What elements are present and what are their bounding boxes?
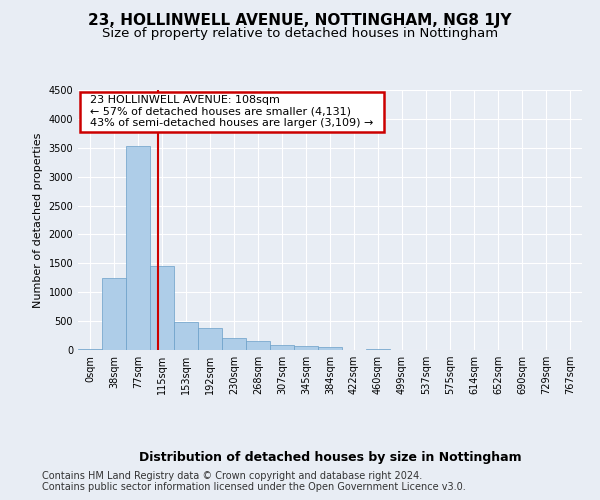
Bar: [126, 146, 150, 350]
Bar: [270, 344, 294, 350]
Bar: [246, 342, 270, 350]
Bar: [198, 328, 222, 350]
Text: Distribution of detached houses by size in Nottingham: Distribution of detached houses by size …: [139, 451, 521, 464]
Bar: [222, 338, 246, 350]
Text: 23, HOLLINWELL AVENUE, NOTTINGHAM, NG8 1JY: 23, HOLLINWELL AVENUE, NOTTINGHAM, NG8 1…: [88, 12, 512, 28]
Y-axis label: Number of detached properties: Number of detached properties: [33, 132, 43, 308]
Bar: [294, 346, 318, 350]
Bar: [174, 322, 198, 350]
Bar: [150, 266, 174, 350]
Bar: [366, 349, 390, 350]
Bar: [318, 347, 342, 350]
Text: Contains public sector information licensed under the Open Government Licence v3: Contains public sector information licen…: [42, 482, 466, 492]
Bar: [102, 278, 126, 350]
Text: 23 HOLLINWELL AVENUE: 108sqm  
  ← 57% of detached houses are smaller (4,131)  
: 23 HOLLINWELL AVENUE: 108sqm ← 57% of de…: [83, 95, 380, 128]
Text: Contains HM Land Registry data © Crown copyright and database right 2024.: Contains HM Land Registry data © Crown c…: [42, 471, 422, 481]
Text: Size of property relative to detached houses in Nottingham: Size of property relative to detached ho…: [102, 28, 498, 40]
